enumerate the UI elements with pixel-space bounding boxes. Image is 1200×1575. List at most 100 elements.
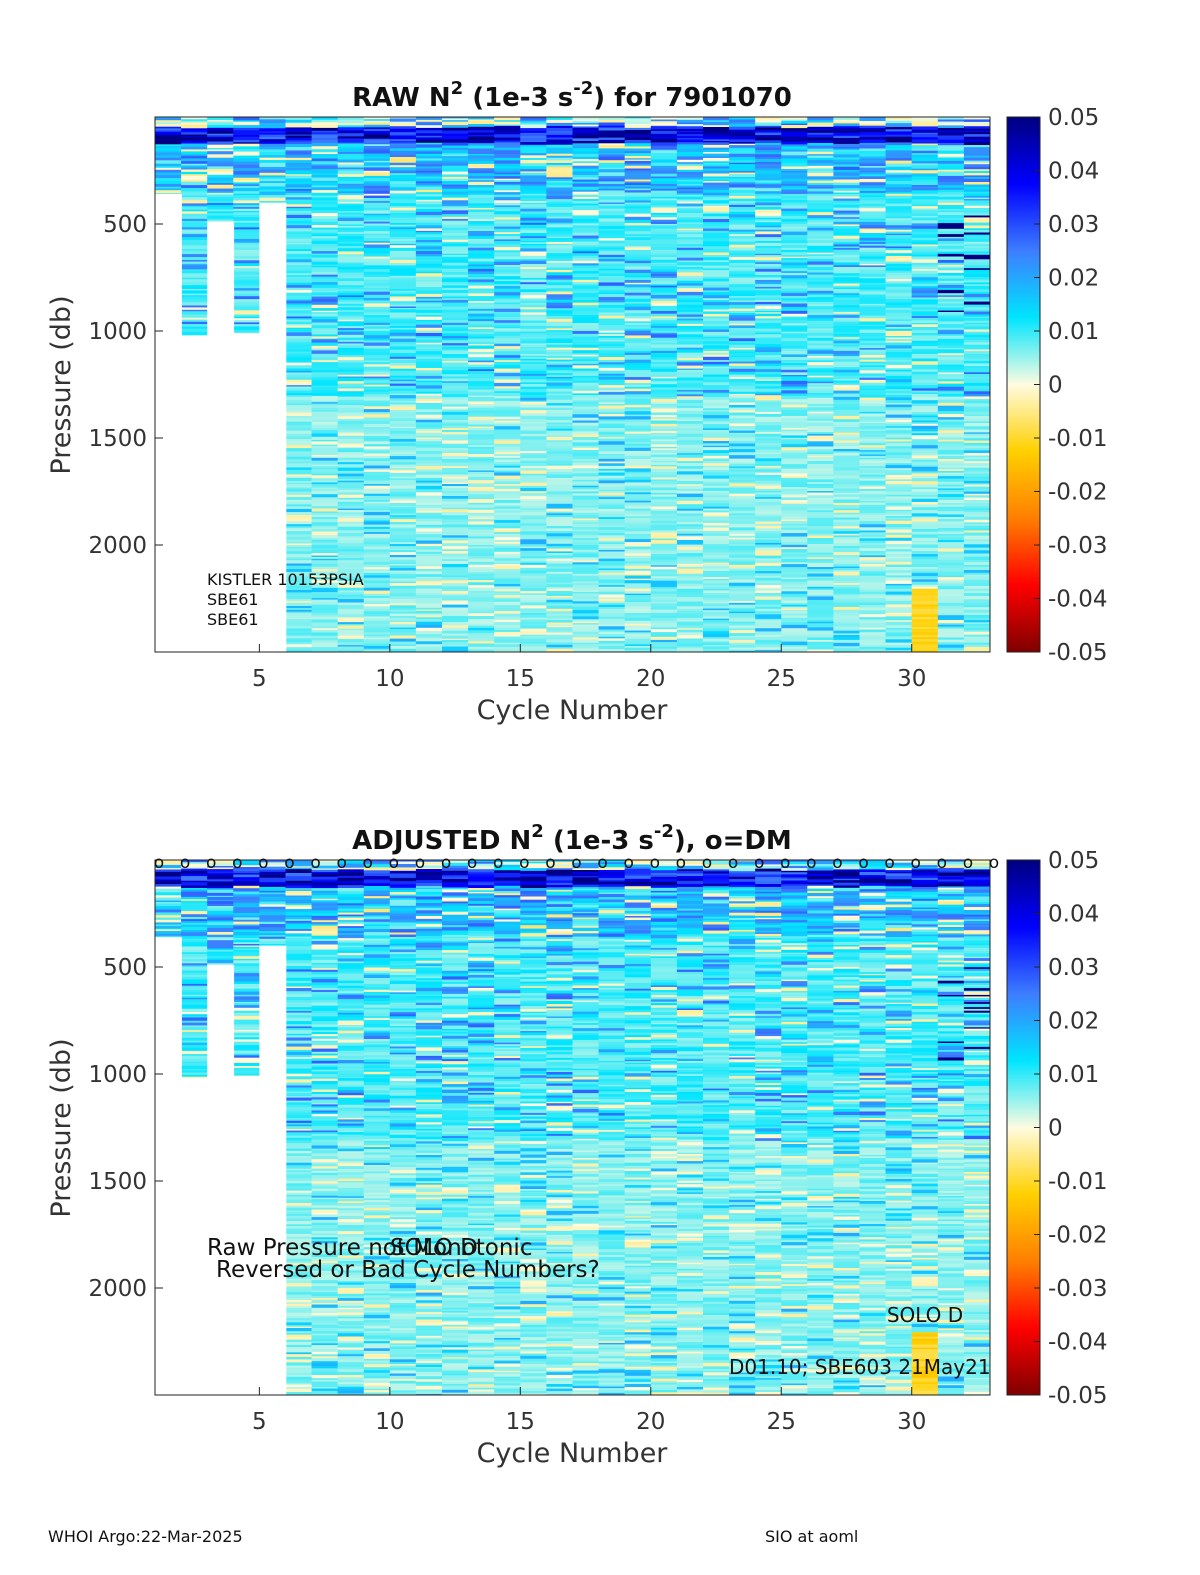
heatmap-cell [624, 346, 652, 350]
heatmap-cell [598, 289, 626, 293]
heatmap-cell [703, 305, 730, 309]
heatmap-cell [755, 601, 782, 606]
heatmap-cell [468, 352, 495, 355]
heatmap-cell [415, 534, 443, 538]
heatmap-cell [207, 141, 234, 144]
heatmap-cell [755, 163, 782, 167]
heatmap-cell [442, 493, 469, 497]
heatmap-cell [337, 199, 365, 203]
heatmap-cell [676, 179, 704, 183]
heatmap-cell [650, 234, 678, 238]
heatmap-cell [703, 140, 730, 143]
heatmap-cell [703, 605, 730, 610]
heatmap-cell [494, 443, 521, 447]
heatmap-cell [703, 399, 730, 404]
heatmap-cell [415, 259, 443, 263]
heatmap-cell [598, 218, 626, 223]
heatmap-cell [363, 309, 391, 313]
heatmap-cell [676, 430, 704, 434]
heatmap-cell [389, 224, 417, 227]
heatmap-cell [650, 484, 678, 488]
heatmap-cell [363, 567, 391, 570]
heatmap-cell [755, 583, 782, 586]
heatmap-cell [781, 366, 808, 371]
heatmap-cell [546, 420, 574, 424]
heatmap-cell [520, 130, 547, 134]
heatmap-cell [468, 578, 495, 581]
heatmap-cell [389, 309, 417, 314]
heatmap-cell [155, 183, 182, 188]
heatmap-cell [676, 566, 704, 570]
heatmap-cell [155, 134, 182, 137]
heatmap-cell [755, 195, 782, 200]
heatmap-cell [650, 129, 678, 132]
heatmap-cell [676, 385, 704, 389]
heatmap-cell [729, 649, 756, 652]
heatmap-cell [259, 139, 287, 143]
heatmap-cell [337, 499, 365, 503]
heatmap-cell [676, 553, 704, 558]
heatmap-cell [442, 618, 469, 623]
heatmap-cell [755, 149, 782, 153]
heatmap-cell [181, 134, 208, 137]
heatmap-cell [676, 136, 704, 139]
heatmap-cell [703, 343, 730, 346]
heatmap-cell [415, 419, 443, 423]
heatmap-cell [389, 257, 417, 261]
heatmap-cell [337, 230, 365, 233]
heatmap-cell [703, 418, 730, 422]
heatmap-cell [755, 212, 782, 217]
heatmap-cell [311, 221, 339, 226]
heatmap-cell [442, 320, 469, 324]
heatmap-cell [703, 228, 730, 232]
heatmap-cell [285, 241, 313, 244]
heatmap-cell [389, 332, 417, 337]
heatmap-cell [337, 632, 365, 635]
heatmap-cell [781, 199, 808, 203]
heatmap-cell [233, 249, 260, 254]
heatmap-cell [781, 328, 808, 333]
heatmap-cell [520, 600, 547, 603]
heatmap-cell [520, 267, 547, 270]
heatmap-cell [311, 234, 339, 237]
heatmap-cell [755, 528, 782, 532]
heatmap-cell [650, 460, 678, 463]
heatmap-cell [729, 438, 756, 442]
heatmap-cell [598, 278, 626, 282]
heatmap-cell [311, 456, 339, 459]
heatmap-cell [311, 451, 339, 456]
heatmap-cell [363, 266, 391, 270]
heatmap-cell [755, 193, 782, 197]
heatmap-cell [363, 414, 391, 419]
heatmap-cell [520, 327, 547, 330]
heatmap-cell [285, 268, 313, 272]
heatmap-cell [755, 538, 782, 541]
heatmap-cell [363, 294, 391, 299]
heatmap-cell [650, 274, 678, 277]
heatmap-cell [807, 188, 834, 192]
heatmap-cell [311, 276, 339, 280]
heatmap-cell [755, 543, 782, 546]
heatmap-cell [755, 237, 782, 240]
heatmap-cell [546, 613, 574, 617]
heatmap-cell [442, 239, 469, 243]
heatmap-cell [311, 325, 339, 329]
heatmap-cell [442, 231, 469, 234]
heatmap-cell [520, 374, 547, 377]
heatmap-cell [781, 524, 808, 527]
heatmap-cell [233, 130, 260, 134]
heatmap-cell [598, 337, 626, 341]
heatmap-cell [285, 307, 313, 310]
heatmap-cell [389, 589, 417, 592]
heatmap-cell [363, 471, 391, 476]
heatmap-cell [285, 508, 313, 513]
heatmap-cell [703, 360, 730, 363]
heatmap-cell [650, 150, 678, 154]
heatmap-cell [389, 471, 417, 474]
heatmap-cell [494, 322, 521, 326]
heatmap-cell [337, 282, 365, 287]
heatmap-cell [415, 649, 443, 652]
heatmap-cell [389, 423, 417, 428]
heatmap-cell [285, 321, 313, 325]
heatmap-cell [624, 597, 652, 600]
